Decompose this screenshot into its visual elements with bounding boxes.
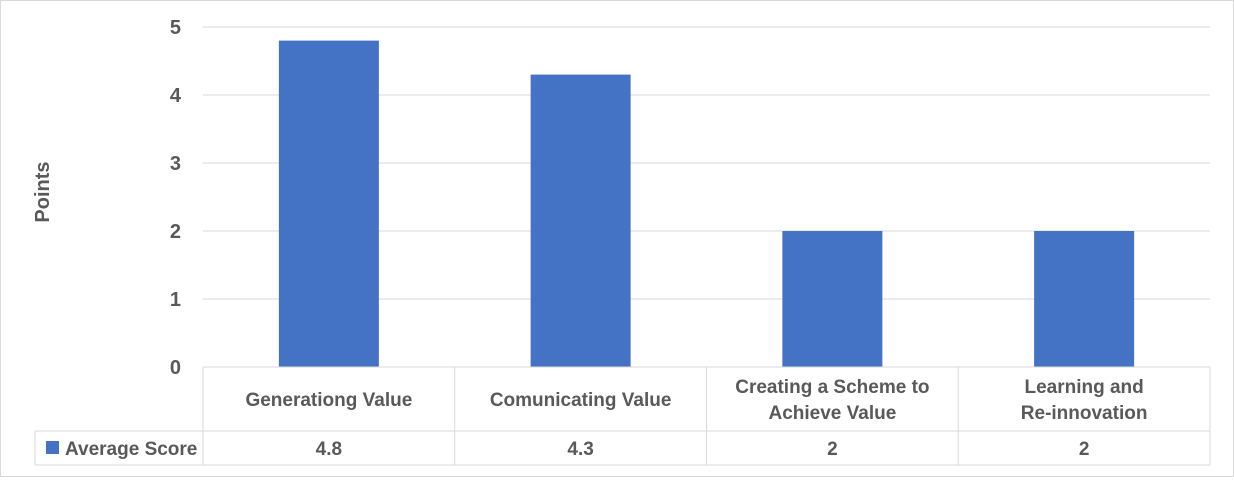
bars (278, 40, 1135, 367)
category-label: Comunicating Value (490, 390, 672, 411)
data-table: Generationg Value Comunicating Value Creat… (34, 366, 1211, 466)
y-tick-label: 2 (170, 221, 181, 243)
y-tick-label: 3 (170, 153, 181, 175)
y-tick-label: 1 (170, 289, 181, 311)
bar (782, 231, 883, 367)
data-table-value: 2 (827, 439, 838, 460)
bar (530, 74, 631, 367)
data-table-value: 2 (1079, 439, 1090, 460)
category-label: Learning and (1024, 377, 1143, 398)
legend-key (46, 441, 59, 454)
y-axis-ticks: 0 1 2 3 4 5 (170, 17, 182, 379)
category-label: Creating a Scheme to (735, 377, 929, 398)
y-axis-label: Points (32, 161, 54, 222)
y-tick-label: 4 (170, 85, 182, 107)
series-name: Average Score (65, 439, 197, 460)
category-label: Re-innovation (1021, 403, 1148, 424)
bar (278, 40, 379, 367)
y-tick-label: 0 (170, 357, 181, 379)
data-table-value: 4.3 (567, 439, 593, 460)
category-label: Generationg Value (245, 390, 412, 411)
category-label: Achieve Value (768, 403, 896, 424)
data-table-value: 4.8 (316, 439, 342, 460)
y-tick-label: 5 (170, 17, 181, 39)
bar (1034, 231, 1135, 367)
